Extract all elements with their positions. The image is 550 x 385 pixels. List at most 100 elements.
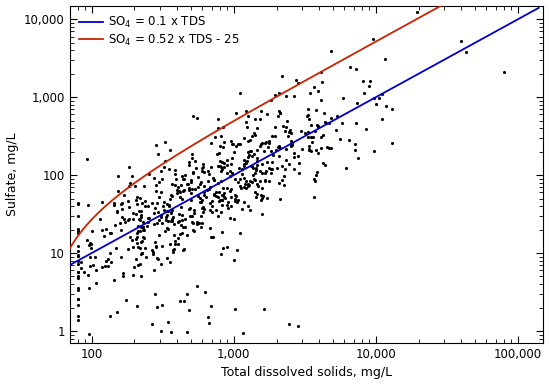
Point — [255, 168, 264, 174]
Point — [179, 188, 188, 194]
Point — [221, 195, 229, 201]
Point — [276, 110, 284, 116]
Point — [153, 209, 162, 215]
Point — [260, 177, 269, 183]
Point — [198, 197, 207, 203]
Point — [238, 166, 247, 172]
Point — [252, 191, 261, 198]
Point — [338, 95, 347, 101]
Point — [243, 181, 252, 187]
Point — [370, 147, 378, 154]
X-axis label: Total dissolved solids, mg/L: Total dissolved solids, mg/L — [221, 367, 392, 380]
Point — [166, 147, 175, 153]
Point — [157, 214, 166, 220]
Point — [223, 157, 232, 163]
Point — [74, 269, 82, 275]
Point — [242, 159, 251, 165]
Point — [91, 254, 100, 260]
Point — [332, 127, 340, 133]
Point — [324, 120, 333, 126]
Point — [139, 227, 147, 233]
Point — [271, 124, 280, 130]
Point — [91, 280, 100, 286]
Point — [74, 201, 82, 207]
Point — [117, 254, 126, 260]
Point — [174, 218, 183, 224]
Point — [206, 225, 214, 231]
Point — [241, 181, 250, 187]
Point — [313, 122, 322, 128]
Point — [136, 251, 145, 257]
Point — [282, 157, 290, 163]
Point — [216, 142, 224, 149]
Point — [139, 234, 147, 240]
Point — [113, 172, 122, 179]
SO$_4$ = 0.1 x TDS — [535, 5, 542, 10]
Point — [167, 218, 175, 224]
Point — [220, 164, 229, 170]
Point — [167, 181, 176, 187]
Point — [216, 209, 225, 215]
Point — [296, 127, 305, 134]
Point — [187, 190, 196, 196]
Point — [234, 179, 243, 186]
Point — [263, 144, 272, 151]
Point — [230, 192, 239, 198]
Point — [207, 208, 216, 214]
Point — [218, 159, 227, 165]
Point — [214, 125, 223, 131]
Point — [143, 215, 152, 221]
Point — [250, 177, 259, 183]
SO$_4$ = 0.52 x TDS - 25 — [256, 104, 263, 109]
Point — [163, 224, 172, 231]
Point — [150, 221, 158, 227]
Point — [295, 170, 304, 176]
Point — [136, 208, 145, 214]
Point — [164, 208, 173, 214]
Point — [106, 313, 115, 319]
Point — [320, 162, 329, 168]
Point — [216, 168, 225, 174]
Point — [150, 176, 158, 182]
Point — [338, 120, 346, 126]
Point — [118, 206, 127, 212]
Point — [302, 112, 311, 119]
Point — [287, 142, 296, 149]
Point — [103, 256, 112, 262]
Point — [218, 202, 227, 208]
Point — [132, 256, 141, 262]
Point — [222, 202, 231, 208]
Point — [171, 167, 180, 173]
Point — [226, 173, 234, 179]
Point — [123, 246, 132, 252]
Point — [352, 66, 361, 72]
Point — [320, 110, 328, 116]
Point — [86, 263, 95, 269]
Point — [239, 161, 248, 167]
Point — [204, 313, 212, 320]
Point — [138, 250, 147, 256]
Point — [166, 241, 175, 247]
Point — [174, 235, 183, 241]
Point — [174, 184, 183, 190]
Point — [274, 152, 283, 159]
Point — [268, 152, 277, 158]
Point — [74, 252, 82, 258]
Point — [223, 244, 232, 250]
SO$_4$ = 0.52 x TDS - 25 — [273, 95, 279, 99]
Point — [258, 141, 267, 147]
Point — [74, 287, 82, 293]
Point — [164, 202, 173, 208]
Point — [199, 209, 208, 215]
Point — [161, 158, 169, 164]
Point — [213, 194, 222, 200]
Point — [326, 48, 335, 54]
Point — [223, 171, 232, 177]
Point — [304, 143, 313, 149]
Point — [184, 187, 193, 193]
Point — [280, 128, 289, 134]
Point — [197, 165, 206, 171]
Point — [342, 164, 350, 171]
Point — [132, 240, 141, 246]
Point — [85, 254, 94, 260]
